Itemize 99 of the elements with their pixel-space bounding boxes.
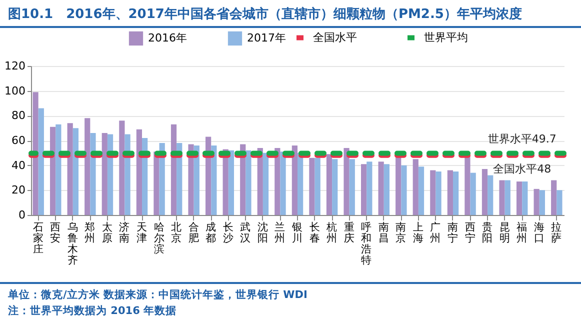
- x-tick-label: 上海: [412, 220, 424, 244]
- bar: [360, 164, 367, 215]
- x-tick-label: 杭州: [326, 220, 338, 244]
- y-tick-label: 40: [12, 158, 26, 172]
- bar: [72, 128, 79, 215]
- bar: [228, 150, 234, 215]
- bar: [292, 145, 298, 215]
- bar: [499, 180, 505, 215]
- bar: [488, 175, 494, 215]
- x-tick-label: 合肥: [188, 220, 200, 244]
- x-tick-label: 沈阳: [257, 220, 268, 244]
- y-tick-label: 60: [12, 134, 26, 147]
- x-tick-label: 昆明: [499, 222, 510, 244]
- bar: [412, 159, 418, 215]
- bar: [366, 162, 372, 215]
- bar: [102, 133, 108, 215]
- x-tick-label: 兰州: [274, 220, 286, 244]
- bar: [280, 152, 286, 215]
- y-tick-label: 80: [12, 109, 26, 122]
- x-tick-label: 成都: [206, 220, 217, 244]
- bar: [384, 164, 390, 215]
- x-tick-label: 哈尔滨: [154, 222, 165, 256]
- bar: [154, 152, 160, 215]
- x-tick-label: 长春: [309, 220, 320, 244]
- bar: [170, 124, 177, 215]
- y-tick-label: 100: [4, 84, 26, 98]
- bar: [119, 120, 125, 215]
- bar: [56, 124, 62, 215]
- bar: [452, 172, 459, 215]
- x-tick-label: 福州: [516, 220, 528, 244]
- bar: [298, 152, 304, 215]
- bar: [136, 129, 142, 215]
- bar: [556, 190, 562, 215]
- legend-label: 2016年: [148, 31, 187, 44]
- bar: [38, 108, 44, 215]
- bar: [447, 170, 453, 215]
- x-tick-label: 石家庄: [32, 222, 44, 256]
- chart-title: 图10.1 2016年、2017年中国各省会城市（直辖市）细颗粒物（PM2.5）年平均浓度: [0, 0, 581, 28]
- bar: [464, 155, 470, 215]
- bar: [274, 148, 280, 215]
- bar: [194, 145, 200, 215]
- bar: [482, 169, 488, 215]
- bar: [84, 118, 90, 215]
- bar: [378, 162, 384, 215]
- legend-label: 2017年: [247, 31, 286, 44]
- x-tick-label: 广州: [430, 220, 442, 244]
- annotation: 全国水平48: [493, 162, 552, 176]
- x-tick-label: 贵阳: [482, 220, 494, 244]
- bar: [332, 159, 338, 215]
- bar: [539, 190, 545, 215]
- x-tick-label: 长沙: [222, 220, 234, 244]
- bar: [211, 145, 217, 215]
- legend-label: 全国水平: [313, 30, 357, 44]
- y-tick-label: 120: [4, 60, 26, 72]
- x-tick-label: 南京: [396, 220, 407, 244]
- text: 单位：微克/立方米 数据来源：中国统计年鉴，世界银行 WDI: [8, 288, 308, 303]
- x-tick-label: 海口: [534, 222, 545, 244]
- bar: [326, 154, 332, 215]
- x-tick-label: 南宁: [447, 220, 458, 244]
- x-tick-label: 天津: [136, 222, 148, 244]
- x-tick-label: 银川: [291, 222, 303, 244]
- bar: [522, 181, 528, 215]
- text: 注：世界平均数据为 2016 年数据: [8, 304, 178, 319]
- x-tick-label: 济南: [119, 220, 130, 244]
- bar: [344, 148, 350, 215]
- bar: [314, 158, 320, 215]
- legend-label: 世界平均: [424, 30, 468, 44]
- x-tick-label: 西安: [50, 222, 62, 244]
- bar: [430, 170, 436, 215]
- bar: [50, 126, 56, 215]
- bar: [32, 92, 38, 215]
- bar: [90, 133, 96, 215]
- bar: [534, 188, 540, 215]
- bar: [262, 152, 269, 215]
- x-tick-label: 南昌: [378, 220, 390, 244]
- x-tick-label: 西宁: [464, 222, 476, 244]
- bar: [504, 180, 510, 215]
- bar: [551, 180, 557, 215]
- annotation: 世界水平49.7: [488, 132, 556, 146]
- x-tick-label: 武汉: [240, 220, 252, 244]
- bar: [309, 158, 315, 215]
- x-tick-label: 太原: [102, 220, 113, 244]
- bar: [67, 123, 73, 215]
- x-tick-label: 呼和浩特: [361, 220, 372, 266]
- bar: [470, 172, 476, 215]
- x-tick-label: 重庆: [344, 220, 355, 244]
- bar: [349, 159, 355, 215]
- bar: [516, 181, 522, 215]
- x-tick-label: 乌鲁木齐: [67, 222, 78, 266]
- x-tick-label: 北京: [171, 220, 182, 244]
- y-tick-label: 20: [12, 184, 26, 197]
- x-tick-label: 郑州: [84, 222, 96, 244]
- bar: [418, 166, 424, 215]
- bar: [246, 150, 252, 215]
- x-tick-label: 拉萨: [551, 222, 562, 244]
- y-tick-label: 0: [18, 208, 26, 222]
- bar: [436, 172, 442, 215]
- bar: [401, 165, 407, 215]
- bar: [396, 155, 402, 215]
